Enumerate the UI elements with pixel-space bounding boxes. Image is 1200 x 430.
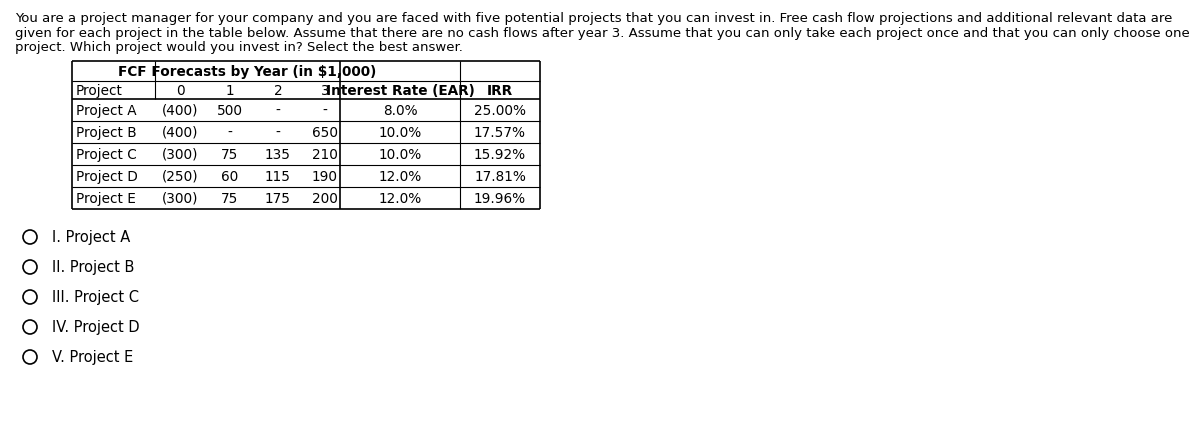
Text: 190: 190 — [312, 169, 338, 184]
Text: Project C: Project C — [76, 147, 137, 162]
Text: given for each project in the table below. Assume that there are no cash flows a: given for each project in the table belo… — [14, 26, 1189, 40]
Text: 500: 500 — [217, 104, 242, 118]
Text: 210: 210 — [312, 147, 338, 162]
Text: (250): (250) — [162, 169, 198, 184]
Text: -: - — [276, 104, 281, 118]
Text: 650: 650 — [312, 126, 338, 140]
Text: 75: 75 — [221, 147, 239, 162]
Text: FCF Forecasts by Year (in $1,000): FCF Forecasts by Year (in $1,000) — [119, 65, 377, 79]
Text: 17.57%: 17.57% — [474, 126, 526, 140]
Text: -: - — [323, 104, 328, 118]
Text: Project: Project — [76, 84, 122, 98]
Text: I. Project A: I. Project A — [52, 230, 131, 245]
Text: 17.81%: 17.81% — [474, 169, 526, 184]
Text: 8.0%: 8.0% — [383, 104, 418, 118]
Text: 25.00%: 25.00% — [474, 104, 526, 118]
Text: IV. Project D: IV. Project D — [52, 320, 139, 335]
Text: -: - — [276, 126, 281, 140]
Text: V. Project E: V. Project E — [52, 350, 133, 365]
Text: 75: 75 — [221, 191, 239, 206]
Text: 200: 200 — [312, 191, 338, 206]
Text: Project B: Project B — [76, 126, 137, 140]
Text: 0: 0 — [175, 84, 185, 98]
Text: 12.0%: 12.0% — [378, 191, 421, 206]
Text: 3: 3 — [320, 84, 329, 98]
Text: Interest Rate (EAR): Interest Rate (EAR) — [325, 84, 474, 98]
Text: 115: 115 — [265, 169, 292, 184]
Text: 175: 175 — [265, 191, 292, 206]
Text: (400): (400) — [162, 104, 198, 118]
Text: project. Which project would you invest in? Select the best answer.: project. Which project would you invest … — [14, 41, 463, 54]
Text: 10.0%: 10.0% — [378, 126, 421, 140]
Text: 135: 135 — [265, 147, 292, 162]
Text: (300): (300) — [162, 147, 198, 162]
Text: Project A: Project A — [76, 104, 137, 118]
Text: 60: 60 — [221, 169, 239, 184]
Text: (300): (300) — [162, 191, 198, 206]
Text: You are a project manager for your company and you are faced with five potential: You are a project manager for your compa… — [14, 12, 1172, 25]
Text: 12.0%: 12.0% — [378, 169, 421, 184]
Text: 15.92%: 15.92% — [474, 147, 526, 162]
Text: 2: 2 — [274, 84, 282, 98]
Text: 1: 1 — [226, 84, 234, 98]
Text: III. Project C: III. Project C — [52, 290, 139, 305]
Text: 10.0%: 10.0% — [378, 147, 421, 162]
Text: IRR: IRR — [487, 84, 514, 98]
Text: Project D: Project D — [76, 169, 138, 184]
Text: Project E: Project E — [76, 191, 136, 206]
Text: -: - — [228, 126, 233, 140]
Text: 19.96%: 19.96% — [474, 191, 526, 206]
Text: II. Project B: II. Project B — [52, 260, 134, 275]
Text: (400): (400) — [162, 126, 198, 140]
